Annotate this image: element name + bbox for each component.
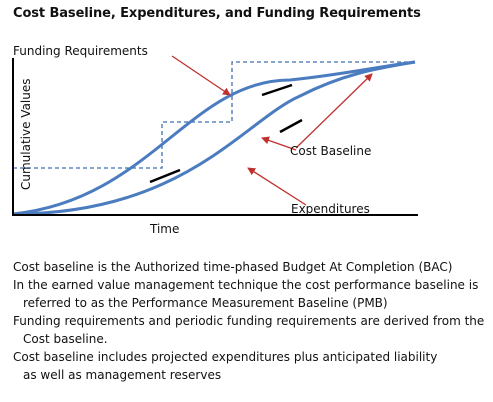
note-line: Cost baseline is the Authorized time-pha… — [13, 260, 453, 274]
baseline-segment-high — [261, 83, 293, 97]
expenditures-curve — [12, 60, 416, 216]
expenditures-arrow — [247, 167, 307, 206]
note-line: In the earned value management technique… — [13, 278, 479, 292]
baseline-segment-low — [149, 168, 181, 184]
note-line: as well as management reserves — [23, 368, 222, 382]
cost-diagram: Funding Requirements Cost Baseline Expen… — [12, 44, 418, 236]
funding-requirements-arrow — [171, 55, 231, 96]
note-line: Cost baseline includes projected expendi… — [13, 350, 438, 364]
y-axis-label: Cumulative Values — [19, 78, 33, 190]
cost-baseline-label: Cost Baseline — [290, 144, 371, 158]
notes: Cost baseline is the Authorized time-pha… — [13, 258, 491, 384]
x-axis-label: Time — [149, 222, 179, 236]
expenditures-segment — [279, 118, 303, 134]
cost-baseline-curve — [12, 60, 416, 216]
note-line: Cost baseline. — [23, 332, 108, 346]
note-line: Funding requirements and periodic fundin… — [13, 314, 485, 328]
diagram-title: Cost Baseline, Expenditures, and Funding… — [13, 6, 421, 21]
expenditures-label: Expenditures — [291, 202, 370, 216]
note-line: referred to as the Performance Measureme… — [23, 296, 388, 310]
cost-baseline-arrow-to-baseline — [295, 73, 373, 149]
cost-baseline-arrow-to-expenditures — [261, 136, 297, 151]
funding-requirements-label: Funding Requirements — [13, 44, 148, 58]
